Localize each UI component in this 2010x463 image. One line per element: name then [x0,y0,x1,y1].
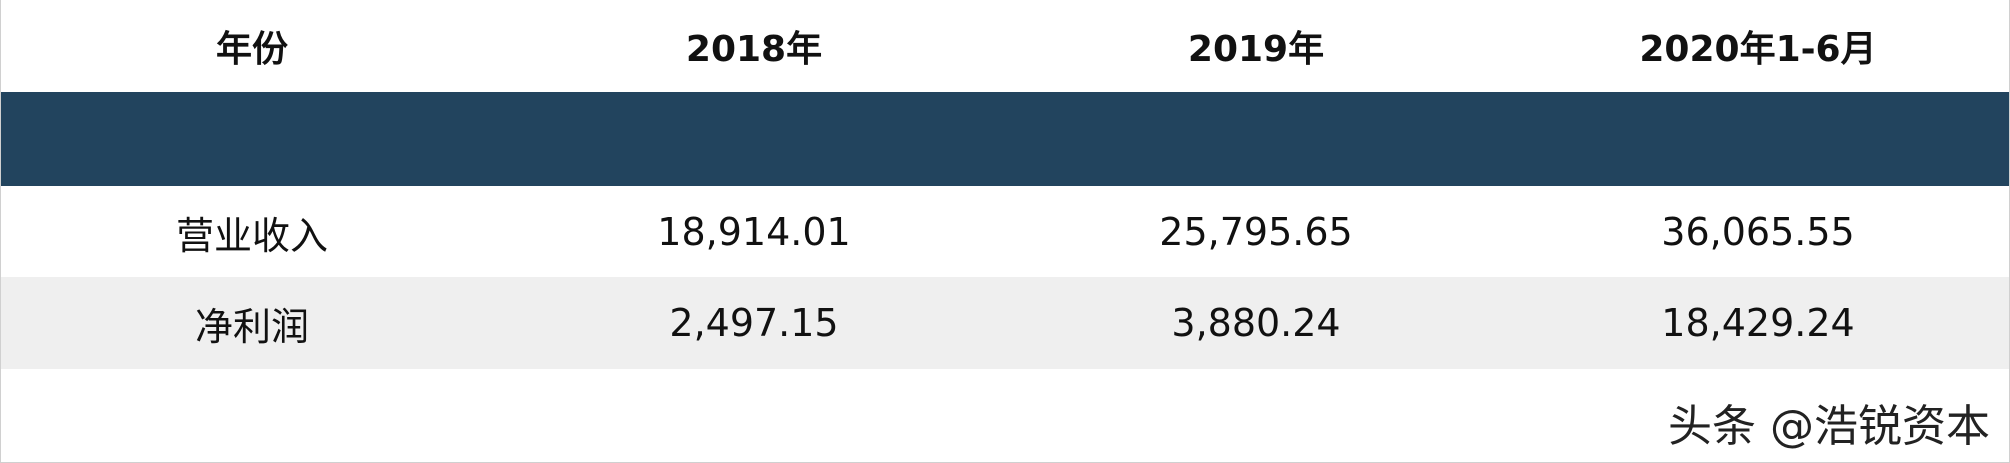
table-cell: 25,795.65 [1159,210,1353,254]
header-cell: 2019年 [1187,29,1325,70]
table-cell: 36,065.55 [1661,210,1855,254]
table-cell: 营业收入 [175,213,328,258]
table-row: 净利润 2,497.15 3,880.24 18,429.24 [1,277,2009,369]
header-cell: 年份 [215,29,288,70]
watermark: 头条 @浩锐资本 [1668,401,1990,452]
table-cell: 3,880.24 [1171,301,1341,345]
table-cell: 2,497.15 [669,301,839,345]
table-cell: 18,914.01 [657,210,851,254]
header-row: 年份 2018年 2019年 2020年1-6月 [1,0,2009,92]
header-cell: 2018年 [685,29,823,70]
header-cell: 2020年1-6月 [1639,29,1877,70]
table-cell: 净利润 [194,304,309,349]
table-cell: 18,429.24 [1661,301,1855,345]
table-row: 营业收入 18,914.01 25,795.65 36,065.55 [1,186,2009,278]
header-band [1,92,2009,186]
